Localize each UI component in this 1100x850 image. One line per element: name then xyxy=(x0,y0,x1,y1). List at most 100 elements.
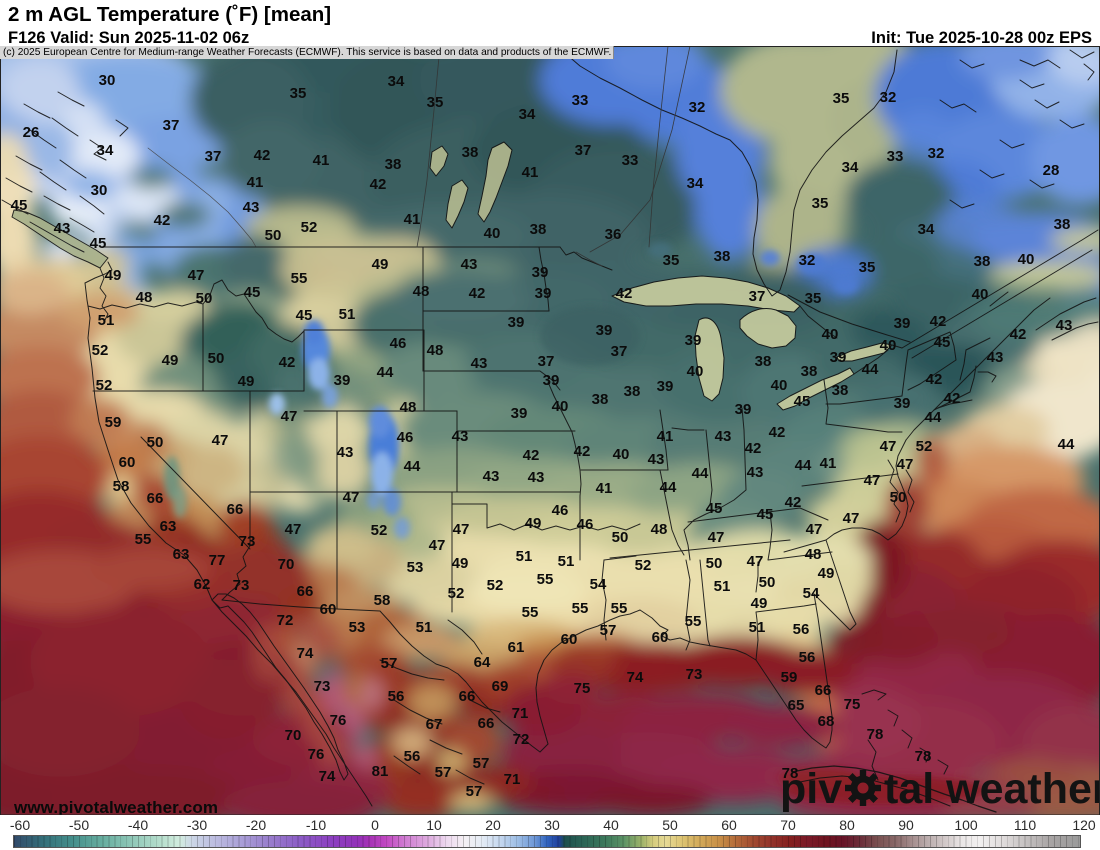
svg-text:35: 35 xyxy=(812,195,829,212)
svg-text:33: 33 xyxy=(572,92,589,109)
svg-text:46: 46 xyxy=(390,335,407,352)
svg-text:72: 72 xyxy=(277,612,294,629)
svg-text:53: 53 xyxy=(407,559,424,576)
svg-text:71: 71 xyxy=(512,705,529,722)
svg-text:40: 40 xyxy=(822,326,839,343)
svg-text:66: 66 xyxy=(227,501,244,518)
svg-text:47: 47 xyxy=(429,537,446,554)
svg-text:41: 41 xyxy=(820,455,837,472)
svg-text:60: 60 xyxy=(652,629,669,646)
svg-text:66: 66 xyxy=(147,490,164,507)
svg-text:38: 38 xyxy=(714,248,731,265)
svg-text:37: 37 xyxy=(611,343,628,360)
svg-text:43: 43 xyxy=(54,220,71,237)
svg-text:43: 43 xyxy=(747,464,764,481)
svg-text:55: 55 xyxy=(537,571,554,588)
svg-text:42: 42 xyxy=(930,313,947,330)
svg-text:74: 74 xyxy=(627,669,644,686)
svg-text:40: 40 xyxy=(1018,251,1035,268)
svg-text:56: 56 xyxy=(793,621,810,638)
svg-text:37: 37 xyxy=(575,142,592,159)
svg-text:51: 51 xyxy=(714,578,731,595)
svg-text:48: 48 xyxy=(651,521,668,538)
svg-text:57: 57 xyxy=(473,755,490,772)
svg-text:78: 78 xyxy=(915,748,932,765)
svg-text:59: 59 xyxy=(781,669,798,686)
svg-text:74: 74 xyxy=(319,768,336,785)
svg-text:34: 34 xyxy=(519,106,536,123)
svg-text:52: 52 xyxy=(448,585,465,602)
svg-text:39: 39 xyxy=(543,372,560,389)
svg-text:30: 30 xyxy=(91,182,108,199)
svg-text:37: 37 xyxy=(538,353,555,370)
svg-text:54: 54 xyxy=(803,585,820,602)
svg-text:38: 38 xyxy=(462,144,479,161)
svg-text:43: 43 xyxy=(337,444,354,461)
svg-text:37: 37 xyxy=(205,148,222,165)
svg-text:75: 75 xyxy=(574,680,591,697)
svg-text:72: 72 xyxy=(513,731,530,748)
svg-text:39: 39 xyxy=(657,378,674,395)
svg-text:40: 40 xyxy=(552,398,569,415)
svg-text:40: 40 xyxy=(613,446,630,463)
svg-text:43: 43 xyxy=(483,468,500,485)
svg-text:51: 51 xyxy=(98,312,115,329)
svg-text:74: 74 xyxy=(297,645,314,662)
svg-text:44: 44 xyxy=(925,409,942,426)
svg-text:51: 51 xyxy=(416,619,433,636)
svg-text:73: 73 xyxy=(314,678,331,695)
svg-text:47: 47 xyxy=(843,510,860,527)
svg-text:32: 32 xyxy=(928,145,945,162)
svg-text:45: 45 xyxy=(11,197,28,214)
svg-text:35: 35 xyxy=(859,259,876,276)
svg-text:58: 58 xyxy=(374,592,391,609)
svg-text:46: 46 xyxy=(552,502,569,519)
svg-text:51: 51 xyxy=(558,553,575,570)
svg-text:75: 75 xyxy=(844,696,861,713)
svg-text:43: 43 xyxy=(715,428,732,445)
svg-text:67: 67 xyxy=(426,716,443,733)
svg-text:38: 38 xyxy=(530,221,547,238)
svg-text:38: 38 xyxy=(974,253,991,270)
svg-text:41: 41 xyxy=(313,152,330,169)
svg-text:38: 38 xyxy=(1054,216,1071,233)
svg-text:45: 45 xyxy=(934,334,951,351)
svg-text:63: 63 xyxy=(160,518,177,535)
svg-text:45: 45 xyxy=(244,284,261,301)
svg-text:59: 59 xyxy=(105,414,122,431)
svg-text:66: 66 xyxy=(478,715,495,732)
svg-text:50: 50 xyxy=(196,290,213,307)
svg-text:50: 50 xyxy=(759,574,776,591)
svg-text:76: 76 xyxy=(330,712,347,729)
svg-text:77: 77 xyxy=(209,552,226,569)
svg-text:42: 42 xyxy=(769,424,786,441)
svg-text:39: 39 xyxy=(511,405,528,422)
svg-text:49: 49 xyxy=(105,267,122,284)
svg-text:42: 42 xyxy=(370,176,387,193)
svg-text:56: 56 xyxy=(404,748,421,765)
svg-text:46: 46 xyxy=(397,429,414,446)
svg-text:39: 39 xyxy=(685,332,702,349)
svg-text:45: 45 xyxy=(794,393,811,410)
svg-text:38: 38 xyxy=(592,391,609,408)
svg-text:47: 47 xyxy=(864,472,881,489)
svg-text:71: 71 xyxy=(504,771,521,788)
svg-text:47: 47 xyxy=(343,489,360,506)
svg-text:41: 41 xyxy=(657,428,674,445)
svg-text:47: 47 xyxy=(708,529,725,546)
svg-text:40: 40 xyxy=(771,377,788,394)
svg-text:47: 47 xyxy=(880,438,897,455)
svg-text:42: 42 xyxy=(574,443,591,460)
svg-text:35: 35 xyxy=(833,90,850,107)
svg-text:41: 41 xyxy=(596,480,613,497)
svg-text:45: 45 xyxy=(706,500,723,517)
svg-text:45: 45 xyxy=(296,307,313,324)
svg-text:78: 78 xyxy=(867,726,884,743)
svg-text:42: 42 xyxy=(279,354,296,371)
svg-text:44: 44 xyxy=(862,361,879,378)
svg-text:52: 52 xyxy=(916,438,933,455)
svg-text:43: 43 xyxy=(471,355,488,372)
svg-text:73: 73 xyxy=(686,666,703,683)
svg-text:tal weather: tal weather xyxy=(884,765,1100,813)
svg-text:44: 44 xyxy=(377,364,394,381)
